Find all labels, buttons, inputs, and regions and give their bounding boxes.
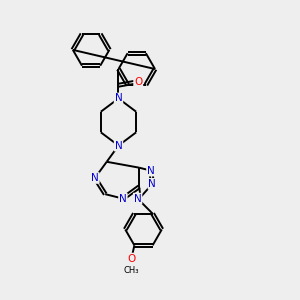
Text: N: N xyxy=(91,173,99,183)
Text: N: N xyxy=(148,179,156,189)
Text: N: N xyxy=(134,194,142,204)
Text: N: N xyxy=(115,94,122,103)
Text: N: N xyxy=(115,141,122,151)
Text: CH₃: CH₃ xyxy=(124,266,139,275)
Text: O: O xyxy=(127,254,136,264)
Text: N: N xyxy=(119,194,127,204)
Text: N: N xyxy=(147,166,155,176)
Text: O: O xyxy=(134,77,142,87)
